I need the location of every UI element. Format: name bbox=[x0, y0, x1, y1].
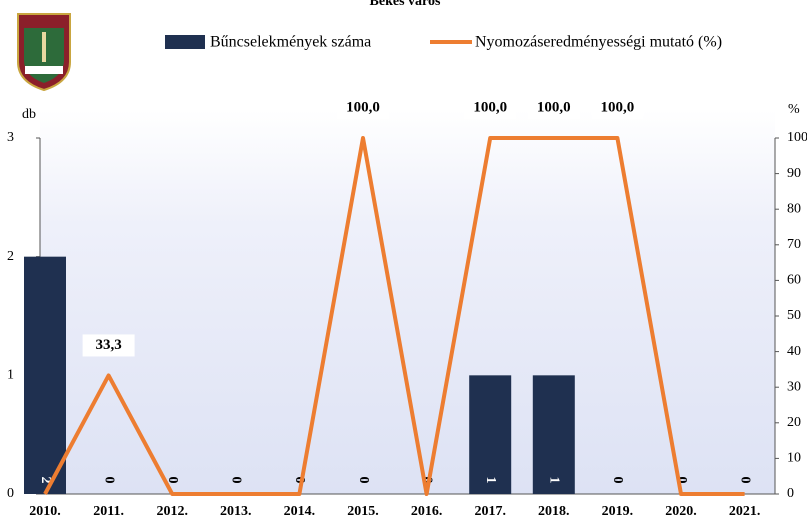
bar-value-label: 0 bbox=[356, 477, 371, 484]
y2-tick-label: 80 bbox=[787, 201, 801, 216]
x-tick-label: 2012. bbox=[156, 504, 188, 519]
bar-value-label: 0 bbox=[610, 477, 625, 484]
line-value-label: 100,0 bbox=[473, 99, 507, 115]
x-tick-label: 2016. bbox=[411, 504, 443, 519]
legend-label: Bűncselekmények száma bbox=[210, 34, 371, 51]
y-tick-label: 3 bbox=[7, 130, 14, 145]
y-axis-label: db bbox=[22, 107, 36, 122]
y2-tick-label: 90 bbox=[787, 166, 801, 181]
bar bbox=[24, 257, 66, 494]
x-tick-label: 2017. bbox=[474, 504, 506, 519]
x-tick-label: 2013. bbox=[220, 504, 252, 519]
y2-tick-label: 20 bbox=[787, 415, 801, 430]
bar-value-label: 0 bbox=[101, 477, 116, 484]
line-value-label: 100,0 bbox=[601, 99, 635, 115]
x-tick-label: 2015. bbox=[347, 504, 379, 519]
x-tick-label: 2010. bbox=[29, 504, 61, 519]
legend-label: Nyomozáseredményességi mutató (%) bbox=[475, 34, 722, 51]
y2-tick-label: 70 bbox=[787, 237, 801, 252]
chart-title: Békés város bbox=[370, 0, 441, 9]
x-tick-label: 2018. bbox=[538, 504, 570, 519]
y2-tick-label: 10 bbox=[787, 451, 801, 466]
y2-tick-label: 30 bbox=[787, 379, 801, 394]
line-value-label: 33,3 bbox=[95, 337, 121, 353]
bar-value-label: 0 bbox=[229, 477, 244, 484]
x-tick-label: 2011. bbox=[93, 504, 124, 519]
y2-tick-label: 50 bbox=[787, 308, 801, 323]
chart: Békés város Bűncselekmények száma Nyomozá… bbox=[0, 0, 807, 525]
y-tick-label: 2 bbox=[7, 249, 14, 264]
y-tick-label: 0 bbox=[7, 486, 14, 501]
line-value-label: 100,0 bbox=[346, 99, 380, 115]
x-tick-label: 2021. bbox=[729, 504, 761, 519]
y2-tick-label: 0 bbox=[787, 486, 794, 501]
y2-tick-label: 60 bbox=[787, 273, 801, 288]
background bbox=[40, 110, 775, 494]
bar-value-label: 0 bbox=[737, 477, 752, 484]
logo bbox=[18, 14, 70, 90]
x-tick-label: 2014. bbox=[284, 504, 316, 519]
y2-axis-label: % bbox=[788, 102, 800, 117]
legend: Bűncselekmények száma Nyomozáseredményess… bbox=[165, 34, 722, 51]
bar-value-label: 1 bbox=[483, 477, 498, 484]
x-tick-label: 2020. bbox=[665, 504, 697, 519]
y-tick-label: 1 bbox=[7, 368, 14, 383]
x-tick-label: 2019. bbox=[602, 504, 634, 519]
y2-tick-label: 100 bbox=[787, 130, 807, 145]
legend-swatch bbox=[165, 35, 205, 49]
bar-value-label: 1 bbox=[547, 477, 562, 484]
y2-tick-label: 40 bbox=[787, 344, 801, 359]
line-value-label: 100,0 bbox=[537, 99, 571, 115]
